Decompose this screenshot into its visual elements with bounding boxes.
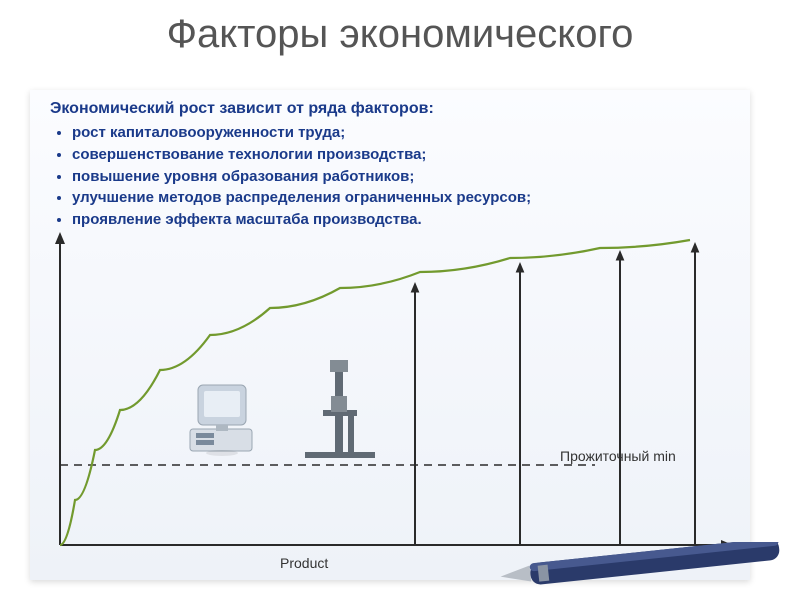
- subsistence-label: Прожиточный min: [560, 448, 676, 464]
- chart-container: Экономический рост зависит от ряда факто…: [30, 90, 750, 580]
- x-axis-label: Product: [280, 555, 328, 571]
- chart-svg: [30, 90, 750, 580]
- pen-icon: [500, 542, 780, 587]
- page-title: Факторы экономического: [0, 12, 800, 57]
- microscope-icon: [305, 360, 375, 458]
- vertical-arrows: [411, 242, 700, 545]
- computer-icon: [190, 385, 252, 456]
- growth-curve: [60, 240, 690, 545]
